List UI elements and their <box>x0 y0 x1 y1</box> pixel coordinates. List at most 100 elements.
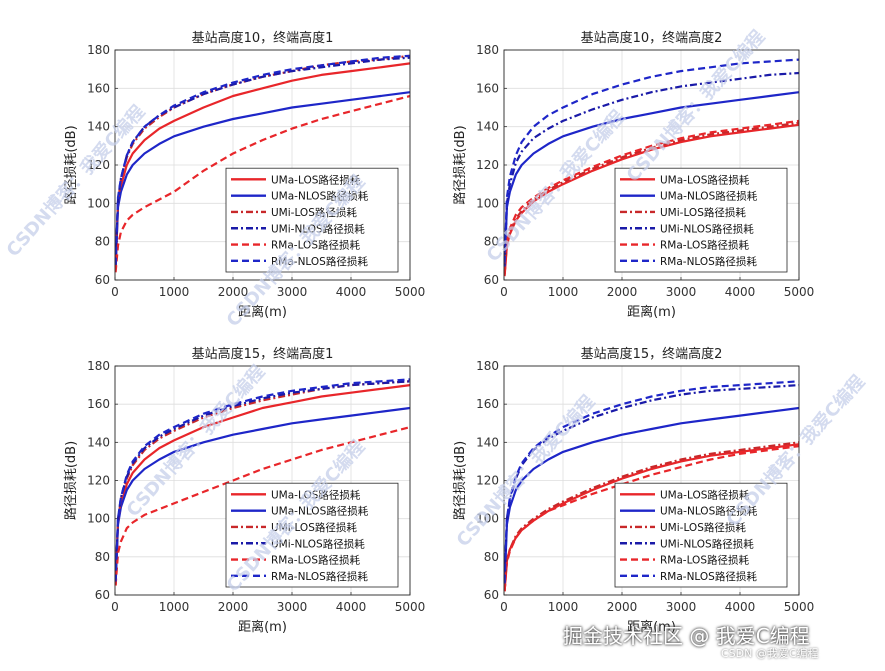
legend-label-2: UMa-NLOS路径损耗 <box>660 505 758 518</box>
series-line-5 <box>114 94 411 273</box>
x-tick-label: 0 <box>500 285 508 299</box>
legend-label-1: UMa-LOS路径损耗 <box>660 173 750 186</box>
legend-label-3: UMi-LOS路径损耗 <box>271 521 357 534</box>
legend-box <box>614 482 788 588</box>
legend: UMa-LOS路径损耗 UMa-NLOS路径损耗 UMi-LOS路径损耗 UMi-NL… <box>225 167 399 273</box>
series-line-2 <box>503 406 800 584</box>
y-tick-label: 140 <box>87 435 110 449</box>
x-tick-label: 2000 <box>218 600 249 614</box>
chart-title: 基站高度15，终端高度1 <box>192 346 334 362</box>
legend: UMa-LOS路径损耗 UMa-NLOS路径损耗 UMi-LOS路径损耗 UMi-NL… <box>614 167 788 273</box>
y-tick-label: 100 <box>476 512 499 526</box>
y-tick-label: 120 <box>476 474 499 488</box>
y-tick-label: 100 <box>87 196 110 210</box>
x-tick-label: 5000 <box>395 600 426 614</box>
subplot-1: 0 1000 2000 3000 4000 5000 60 80 100 120 140 160 180… <box>63 30 425 320</box>
x-tick-label: 1000 <box>159 600 190 614</box>
y-tick-label: 180 <box>87 43 110 57</box>
footer-sub-text: CSDN @我爱C编程 <box>721 647 819 660</box>
x-tick-label: 4000 <box>725 600 756 614</box>
x-tick-label: 3000 <box>277 600 308 614</box>
y-tick-label: 160 <box>476 397 499 411</box>
x-tick-label: 2000 <box>607 600 638 614</box>
axes-box <box>114 365 411 596</box>
subplot-3: 0 1000 2000 3000 4000 5000 60 80 100 120 140 160 180… <box>63 346 425 635</box>
x-tick-label: 3000 <box>666 285 697 299</box>
x-tick-label: 4000 <box>336 600 367 614</box>
series-line-5 <box>503 445 800 592</box>
series-line-6 <box>114 378 411 582</box>
series-line-6 <box>503 380 800 582</box>
y-tick-label: 100 <box>476 196 499 210</box>
series-line-2 <box>503 91 800 267</box>
y-tick-label: 180 <box>476 43 499 57</box>
legend-label-5: RMa-LOS路径损耗 <box>271 554 360 567</box>
chart-title: 基站高度10，终端高度2 <box>581 30 723 46</box>
series-line-1 <box>114 384 411 586</box>
series-line-4 <box>503 71 800 265</box>
y-tick-label: 120 <box>476 158 499 172</box>
x-tick-label: 2000 <box>607 285 638 299</box>
x-tick-label: 0 <box>500 600 508 614</box>
x-tick-label: 3000 <box>666 600 697 614</box>
y-tick-label: 160 <box>476 81 499 95</box>
legend-label-4: UMi-NLOS路径损耗 <box>271 222 365 235</box>
legend-label-6: RMa-NLOS路径损耗 <box>271 255 368 268</box>
y-axis-label: 路径损耗(dB) <box>452 125 468 204</box>
y-axis-label: 路径损耗(dB) <box>63 441 79 520</box>
x-axis-label: 距离(m) <box>627 619 676 635</box>
x-axis-label: 距离(m) <box>238 304 287 320</box>
x-tick-label: 5000 <box>784 285 815 299</box>
y-tick-label: 180 <box>476 359 499 373</box>
y-tick-label: 60 <box>484 273 499 287</box>
y-tick-label: 120 <box>87 474 110 488</box>
y-tick-label: 140 <box>87 120 110 134</box>
chart-title: 基站高度15，终端高度2 <box>581 346 723 362</box>
axes-box <box>114 49 411 281</box>
x-tick-label: 1000 <box>159 285 190 299</box>
y-tick-label: 180 <box>87 359 110 373</box>
x-tick-label: 4000 <box>725 285 756 299</box>
y-tick-label: 80 <box>484 235 499 249</box>
series-line-4 <box>114 56 411 265</box>
x-tick-label: 1000 <box>548 600 579 614</box>
chart-title: 基站高度10，终端高度1 <box>192 30 334 46</box>
series-line-1 <box>114 62 411 269</box>
legend-label-4: UMi-NLOS路径损耗 <box>660 222 754 235</box>
y-tick-label: 140 <box>476 435 499 449</box>
y-tick-label: 120 <box>87 158 110 172</box>
legend-box <box>225 167 399 273</box>
x-axis-label: 距离(m) <box>238 619 287 635</box>
legend-label-2: UMa-NLOS路径损耗 <box>271 505 369 518</box>
y-tick-label: 80 <box>484 550 499 564</box>
x-tick-label: 0 <box>111 600 119 614</box>
y-axis-label: 路径损耗(dB) <box>63 125 79 204</box>
x-tick-label: 4000 <box>336 285 367 299</box>
series-line-2 <box>114 91 411 267</box>
y-tick-label: 160 <box>87 397 110 411</box>
legend-label-3: UMi-LOS路径损耗 <box>660 206 746 219</box>
y-tick-label: 160 <box>87 81 110 95</box>
x-tick-label: 5000 <box>395 285 426 299</box>
x-tick-label: 1000 <box>548 285 579 299</box>
subplot-4: 0 1000 2000 3000 4000 5000 60 80 100 120 140 160 180… <box>452 346 814 635</box>
legend: UMa-LOS路径损耗 UMa-NLOS路径损耗 UMi-LOS路径损耗 UMi-NL… <box>225 482 399 588</box>
series-line-2 <box>114 406 411 584</box>
series-line-4 <box>114 380 411 582</box>
legend-box <box>614 167 788 273</box>
series-line-5 <box>503 119 800 275</box>
y-axis-label: 路径损耗(dB) <box>452 441 468 520</box>
series-line-3 <box>503 121 800 275</box>
axes-box <box>503 49 800 281</box>
legend: UMa-LOS路径损耗 UMa-NLOS路径损耗 UMi-LOS路径损耗 UMi-NL… <box>614 482 788 588</box>
legend-label-2: UMa-NLOS路径损耗 <box>660 190 758 203</box>
legend-label-2: UMa-NLOS路径损耗 <box>271 190 369 203</box>
series-line-6 <box>503 58 800 263</box>
legend-label-1: UMa-LOS路径损耗 <box>271 488 361 501</box>
x-tick-label: 0 <box>111 285 119 299</box>
legend-label-6: RMa-NLOS路径损耗 <box>271 570 368 583</box>
legend-label-4: UMi-NLOS路径损耗 <box>271 537 365 550</box>
y-tick-label: 80 <box>95 235 110 249</box>
legend-label-5: RMa-LOS路径损耗 <box>660 239 749 252</box>
